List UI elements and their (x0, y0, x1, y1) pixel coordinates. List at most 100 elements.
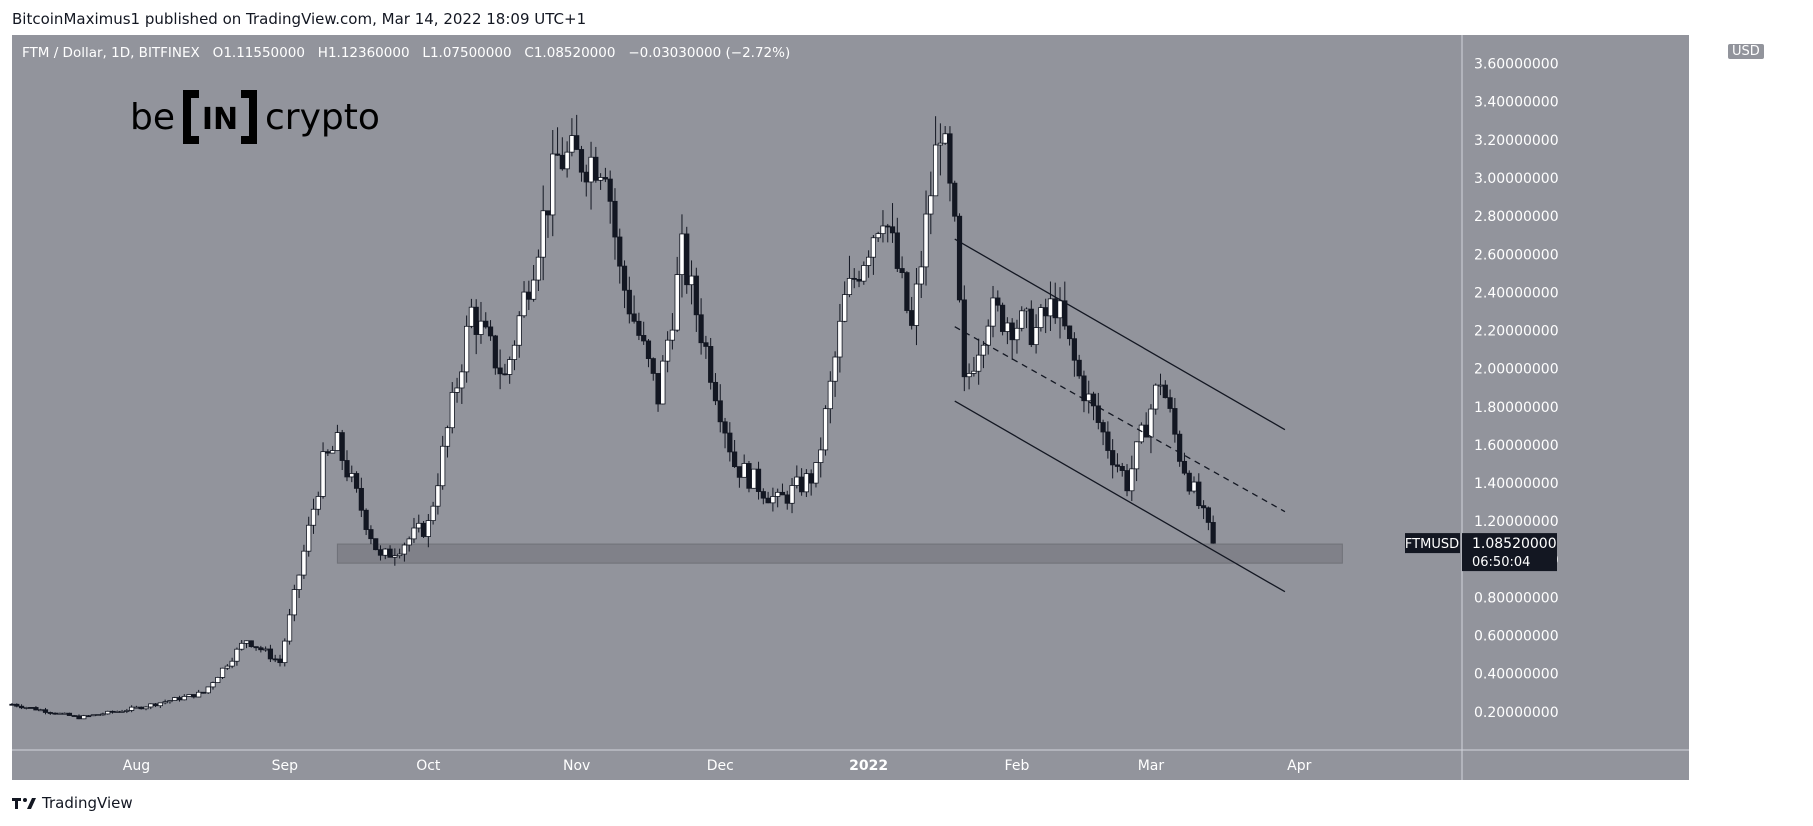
candle-body[interactable] (942, 133, 948, 144)
candle-body[interactable] (966, 373, 972, 378)
candle-body[interactable] (325, 451, 331, 454)
candle-body[interactable] (344, 460, 350, 478)
candle-body[interactable] (1047, 298, 1054, 317)
time-axis-area[interactable] (12, 750, 1689, 780)
candle-body[interactable] (62, 712, 68, 715)
candle-body[interactable] (464, 325, 470, 373)
candle-body[interactable] (310, 508, 317, 526)
candle-body[interactable] (913, 283, 920, 326)
candle-body[interactable] (808, 473, 814, 484)
candle-body[interactable] (1057, 300, 1063, 319)
candle-body[interactable] (741, 463, 747, 478)
candle-body[interactable] (1181, 460, 1188, 474)
candle-body[interactable] (133, 706, 140, 709)
candle-body[interactable] (679, 233, 685, 276)
candle-body[interactable] (937, 142, 943, 146)
candle-body[interactable] (406, 538, 412, 546)
candle-body[interactable] (57, 712, 63, 715)
candle-body[interactable] (822, 408, 829, 451)
candle-body[interactable] (827, 380, 833, 410)
candle-body[interactable] (947, 133, 953, 184)
price-axis-area[interactable] (1462, 35, 1689, 750)
candle-body[interactable] (186, 694, 192, 697)
candle-body[interactable] (14, 703, 20, 707)
candle-body[interactable] (684, 233, 690, 286)
candle-body[interactable] (306, 524, 312, 552)
candle-body[interactable] (468, 306, 475, 327)
candle-body[interactable] (703, 342, 709, 347)
candle-body[interactable] (932, 144, 939, 197)
candle-body[interactable] (980, 344, 987, 356)
candle-body[interactable] (377, 549, 384, 556)
candle-body[interactable] (1105, 431, 1111, 451)
candle-body[interactable] (9, 703, 15, 706)
candle-body[interactable] (775, 491, 781, 497)
candle-body[interactable] (554, 153, 561, 156)
candle-body[interactable] (1167, 397, 1173, 409)
candle-body[interactable] (440, 445, 446, 487)
candle-body[interactable] (564, 151, 570, 170)
candle-body[interactable] (81, 715, 87, 720)
candle-body[interactable] (392, 555, 398, 558)
candle-body[interactable] (502, 373, 508, 376)
candle-body[interactable] (1071, 338, 1077, 361)
candle-body[interactable] (1200, 505, 1207, 509)
candle-body[interactable] (358, 487, 364, 511)
candle-body[interactable] (904, 272, 910, 311)
candle-body[interactable] (200, 691, 207, 694)
support-zone[interactable] (336, 543, 1343, 564)
candle-body[interactable] (330, 450, 336, 454)
candle-body[interactable] (105, 710, 111, 715)
candle-body[interactable] (899, 268, 905, 273)
candle-body[interactable] (219, 667, 226, 678)
candle-body[interactable] (1162, 384, 1168, 399)
candle-body[interactable] (1210, 522, 1216, 544)
candle-body[interactable] (248, 640, 254, 648)
candle-body[interactable] (961, 299, 967, 378)
candle-body[interactable] (239, 642, 245, 650)
candle-body[interactable] (138, 706, 144, 710)
candle-body[interactable] (1023, 308, 1030, 312)
candle-body[interactable] (803, 473, 809, 493)
candle-body[interactable] (956, 215, 963, 301)
candle-body[interactable] (368, 529, 374, 540)
candle-body[interactable] (129, 706, 135, 711)
candle-body[interactable] (478, 320, 484, 335)
candle-body[interactable] (789, 485, 795, 504)
candle-body[interactable] (430, 505, 436, 521)
candle-body[interactable] (1177, 433, 1183, 462)
candle-body[interactable] (229, 660, 235, 667)
candle-body[interactable] (880, 225, 886, 235)
candle-body[interactable] (1172, 408, 1178, 435)
candle-body[interactable] (621, 265, 628, 291)
candle-body[interactable] (18, 705, 25, 709)
candle-body[interactable] (28, 707, 34, 709)
candle-body[interactable] (416, 522, 422, 529)
candle-body[interactable] (263, 648, 269, 651)
candle-body[interactable] (1095, 405, 1101, 423)
candle-body[interactable] (66, 712, 73, 716)
candle-body[interactable] (688, 275, 695, 286)
candle-body[interactable] (990, 297, 996, 327)
candle-body[interactable] (1019, 310, 1025, 329)
candle-body[interactable] (425, 520, 431, 537)
candle-body[interactable] (626, 289, 632, 315)
candle-body[interactable] (698, 314, 704, 344)
candle-body[interactable] (722, 421, 728, 434)
candle-body[interactable] (85, 715, 92, 718)
candle-body[interactable] (655, 373, 661, 405)
candle-body[interactable] (397, 553, 403, 557)
candle-body[interactable] (1157, 384, 1164, 387)
candle-body[interactable] (770, 496, 776, 504)
candle-body[interactable] (856, 278, 862, 282)
candle-body[interactable] (1014, 327, 1020, 341)
candle-body[interactable] (162, 701, 168, 704)
candle-body[interactable] (799, 476, 805, 493)
candle-body[interactable] (999, 304, 1006, 332)
candle-body[interactable] (885, 225, 891, 228)
candle-body[interactable] (578, 149, 585, 173)
candle-body[interactable] (665, 339, 671, 362)
candle-body[interactable] (607, 178, 613, 202)
candle-body[interactable] (746, 463, 752, 489)
candle-body[interactable] (296, 574, 302, 590)
